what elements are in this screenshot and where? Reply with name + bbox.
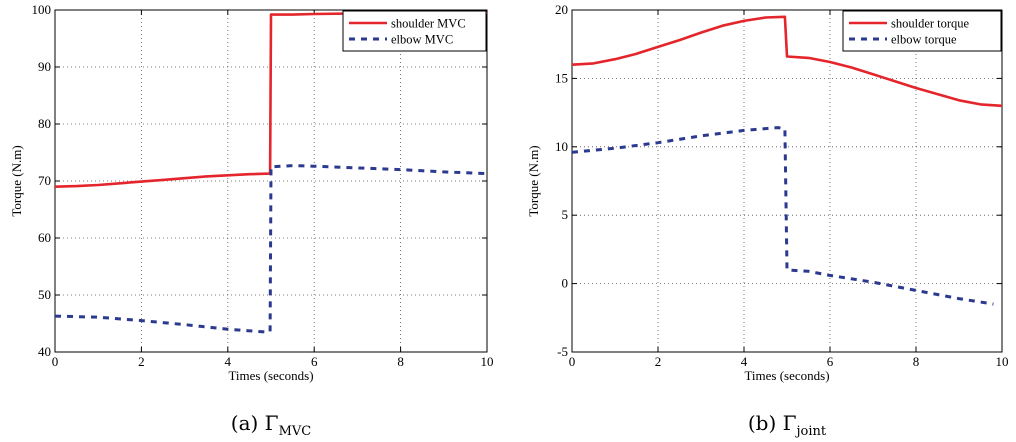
caption-prefix: (a): [231, 411, 265, 435]
x-tick-label: 0: [52, 354, 59, 369]
y-tick-label: 0: [562, 276, 569, 291]
y-tick-label: 100: [32, 2, 52, 17]
legend: shoulder MVC elbow MVC: [342, 10, 487, 52]
legend-label: elbow MVC: [391, 33, 453, 47]
y-tick-label: -5: [557, 344, 568, 359]
y-axis-label: Torque (N.m): [526, 145, 541, 216]
caption-subscript: MVC: [279, 424, 312, 439]
x-tick-label: 10: [996, 354, 1009, 369]
x-tick-label: 8: [913, 354, 920, 369]
legend-box: [342, 10, 487, 52]
x-tick-label: 0: [569, 354, 576, 369]
series-line-elbow: [54, 164, 488, 334]
y-tick-label: 60: [38, 230, 51, 245]
panel-caption: (b) Γjoint: [748, 411, 827, 439]
x-tick-label: 6: [827, 354, 834, 369]
x-tick-label: 4: [225, 354, 232, 369]
series-line-elbow: [571, 126, 994, 306]
y-tick-label: 90: [38, 59, 51, 74]
x-axis-label: Times (seconds): [228, 368, 313, 383]
y-tick-label: 20: [555, 2, 568, 17]
y-tick-label: 70: [38, 173, 51, 188]
plot-frame: [571, 9, 1003, 353]
caption-subscript: joint: [795, 424, 827, 439]
y-tick-label: 40: [38, 344, 51, 359]
y-tick-label: 50: [38, 287, 51, 302]
x-tick-label: 6: [311, 354, 318, 369]
x-tick-label: 2: [138, 354, 145, 369]
y-tick-label: 5: [562, 207, 569, 222]
legend: shoulder torque elbow torque: [842, 10, 1002, 52]
y-tick-label: 15: [555, 70, 568, 85]
caption-symbol: Γ: [265, 411, 279, 435]
x-tick-label: 8: [397, 354, 404, 369]
caption-prefix: (b): [748, 411, 783, 435]
y-axis-label: Torque (N.m): [9, 145, 24, 216]
x-tick-label: 2: [655, 354, 662, 369]
y-tick-label: 10: [555, 139, 568, 154]
series-line-shoulder: [571, 15, 1003, 108]
panel-caption: (a) ΓMVC: [231, 411, 311, 439]
plot-frame: [54, 9, 488, 353]
x-axis-label: Times (seconds): [744, 368, 829, 383]
legend-label: elbow torque: [891, 33, 957, 47]
x-tick-label: 4: [741, 354, 748, 369]
x-tick-label: 10: [481, 354, 494, 369]
legend-label: shoulder MVC: [391, 17, 466, 31]
legend-box: [842, 10, 1002, 52]
legend-label: shoulder torque: [891, 17, 970, 31]
chart-panel-a: 0 2 4 6 8 10 40 50 60 70 80 90 100 Times (seconds) Tor…: [9, 2, 494, 439]
y-tick-label: 80: [38, 116, 51, 131]
caption-symbol: Γ: [783, 411, 797, 435]
